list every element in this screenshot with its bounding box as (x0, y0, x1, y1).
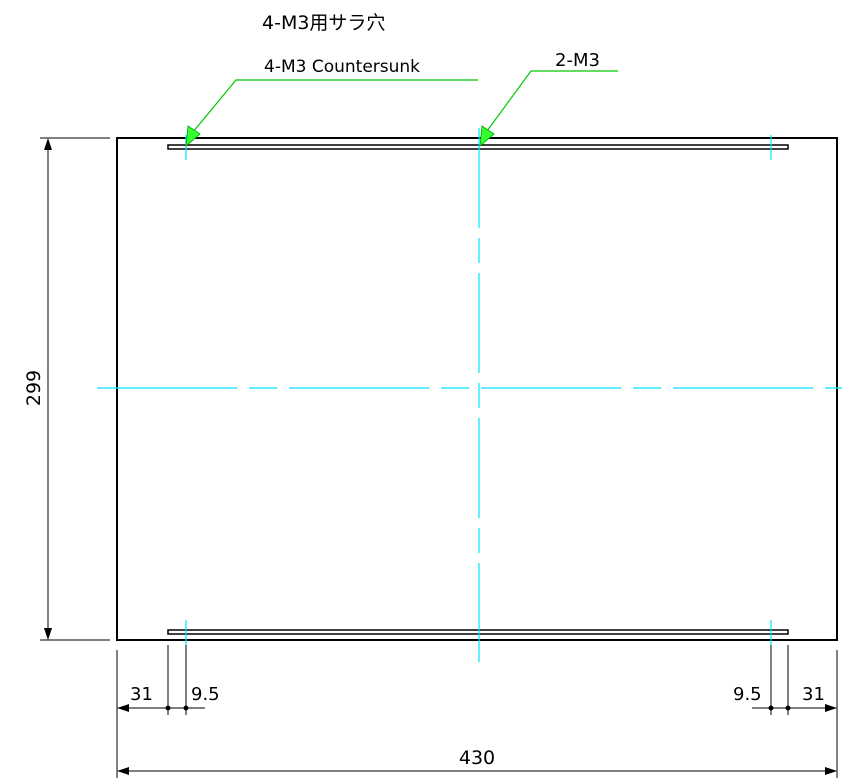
callout-jp: 4-M3用サラ穴 (262, 12, 385, 34)
centerlines (97, 128, 842, 662)
countersunk-leader (192, 79, 478, 133)
right-offset-value: 31 (802, 684, 825, 705)
leaders (192, 70, 618, 133)
right-hole-value: 9.5 (733, 684, 762, 705)
dimension-dots (165, 705, 791, 711)
height-dimension (40, 137, 110, 641)
callout-en: 4-M3 Countersunk (264, 57, 420, 77)
callout-right: 2-M3 (555, 50, 600, 71)
countersunk-arrow (185, 125, 201, 147)
width-extensions (116, 645, 838, 778)
left-offset-value: 31 (130, 684, 153, 705)
top-rail (167, 144, 789, 150)
panel-outline (116, 137, 838, 641)
height-value: 299 (23, 370, 45, 406)
dot-left-hole (183, 705, 189, 711)
width-value: 430 (459, 747, 495, 769)
left-hole-value: 9.5 (191, 684, 220, 705)
m3-leader (486, 70, 618, 132)
dot-left-rail (165, 705, 171, 711)
bottom-rail (167, 629, 789, 635)
m3-arrow (479, 125, 495, 147)
dot-right-rail (785, 705, 791, 711)
dot-right-hole (768, 705, 774, 711)
